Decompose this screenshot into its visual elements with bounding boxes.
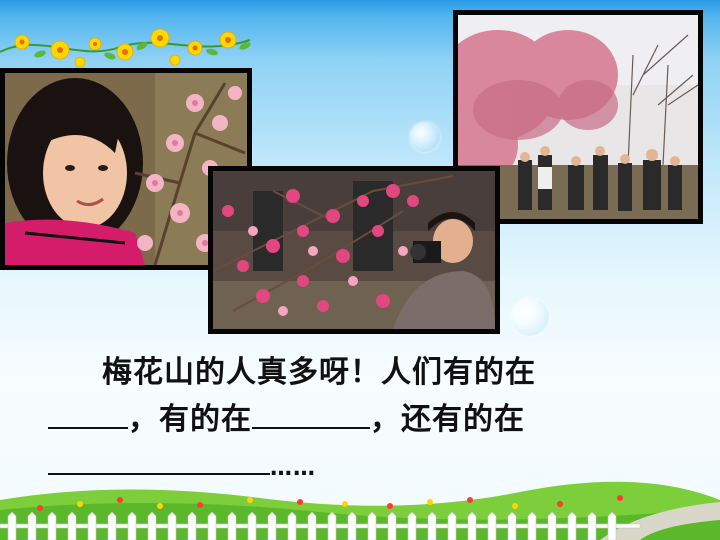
flower-garland-icon	[0, 28, 251, 68]
answer-blank-3[interactable]	[48, 449, 270, 475]
photo-girl-blossoms	[0, 68, 252, 270]
sentence-text-3: ，还有的在	[370, 402, 525, 437]
grass-icon	[0, 481, 720, 540]
photo-park-crowd	[453, 10, 703, 224]
sentence-text-4: ……	[270, 456, 316, 481]
sentence-line-2: ，有的在 ，还有的在	[48, 394, 525, 438]
sentence-text-2: ，有的在	[128, 402, 252, 437]
fence-icon	[0, 511, 641, 540]
sentence-line-1: 梅花山的人真多呀！人们有的在	[102, 347, 536, 391]
answer-blank-1[interactable]	[48, 403, 128, 429]
bubble-icon	[410, 122, 440, 152]
bubble-icon	[511, 298, 549, 336]
photo-photographer	[208, 166, 500, 334]
sentence-line-3: ……	[48, 448, 316, 483]
answer-blank-2[interactable]	[252, 403, 370, 429]
sentence-text-1: 梅花山的人真多呀！人们有的在	[102, 355, 536, 390]
